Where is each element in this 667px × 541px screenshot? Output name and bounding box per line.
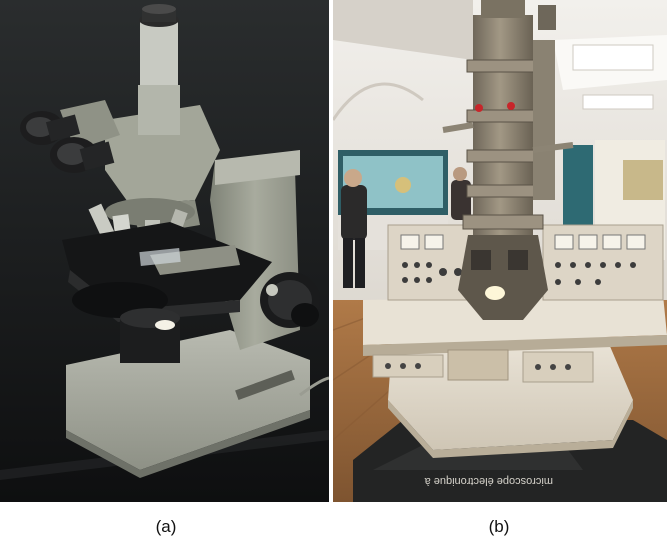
panel-a-label: (a)	[155, 517, 177, 536]
floor-sign-text: microscope électronique à	[424, 475, 553, 487]
light-microscope-illustration	[0, 0, 329, 502]
panel-b-label: (b)	[488, 517, 510, 536]
light-microscope-photo	[0, 0, 329, 502]
electron-microscope-illustration: microscope électronique à	[333, 0, 667, 502]
electron-microscope-photo: microscope électronique à	[333, 0, 667, 502]
